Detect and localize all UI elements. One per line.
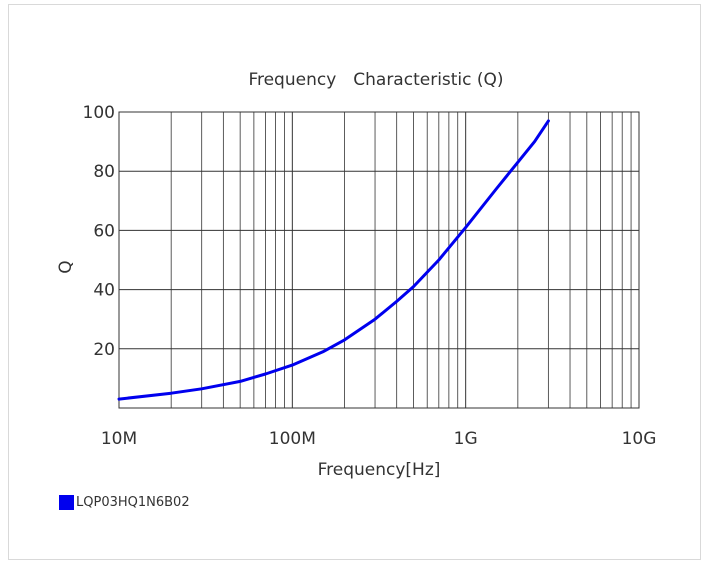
- y-tick-label: 100: [83, 103, 115, 123]
- y-axis-title: Q: [56, 260, 76, 273]
- tick-layer: 10M 100M 1G 10G 20 40 60 80 100: [83, 103, 657, 449]
- x-tick-label: 1G: [454, 429, 478, 449]
- chart-frame: Frequency Characteristic (Q) 10M 100M 1G 10…: [8, 4, 701, 560]
- series-line: [117, 119, 550, 401]
- series-layer: [117, 119, 550, 401]
- x-tick-label: 10M: [101, 429, 137, 449]
- legend: LQP03HQ1N6B02: [59, 495, 190, 510]
- chart-svg: Frequency Characteristic (Q) 10M 100M 1G 10…: [56, 70, 657, 480]
- y-tick-label: 40: [93, 281, 115, 301]
- y-tick-label: 80: [93, 162, 115, 182]
- legend-label: LQP03HQ1N6B02: [76, 495, 190, 510]
- x-tick-label: 100M: [269, 429, 316, 449]
- y-tick-label: 20: [93, 340, 115, 360]
- y-tick-label: 60: [93, 221, 115, 241]
- grid-layer: [118, 111, 640, 409]
- chart-title: Frequency Characteristic (Q): [248, 70, 503, 90]
- plot-border: [118, 111, 640, 409]
- legend-swatch: [59, 495, 74, 510]
- x-tick-label: 10G: [622, 429, 657, 449]
- x-axis-title: Frequency[Hz]: [318, 460, 441, 480]
